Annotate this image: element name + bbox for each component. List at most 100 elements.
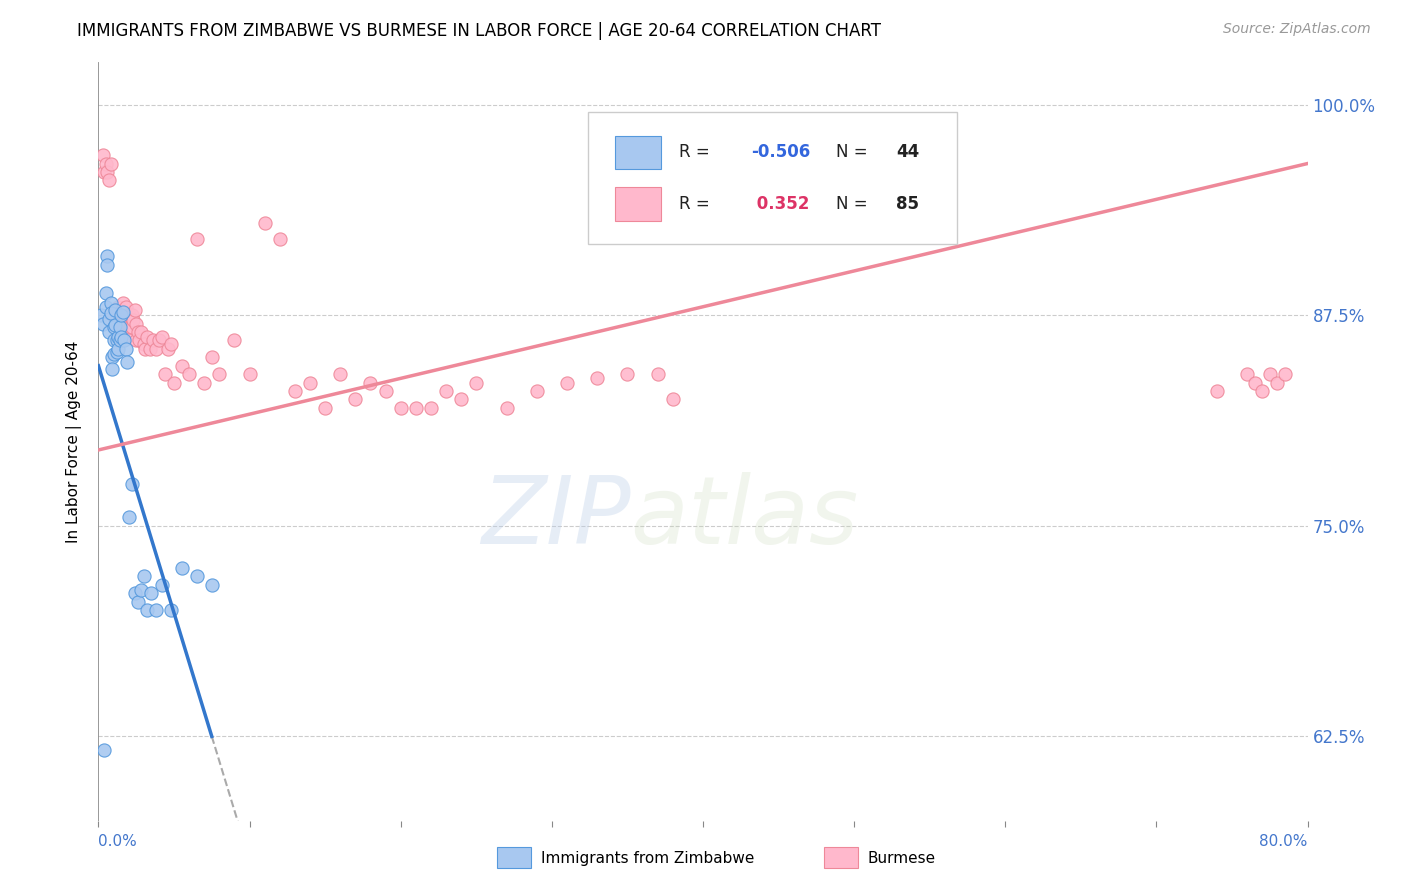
Point (118, 308, 141, 322)
Point (108, 334, 131, 348)
Point (253, 215, 276, 229)
Point (1243, 376, 1265, 390)
Point (103, 303, 125, 318)
Point (153, 367, 176, 381)
Point (115, 355, 138, 369)
Text: N =: N = (837, 195, 873, 213)
Point (163, 376, 186, 390)
Point (94, 300, 117, 314)
Point (96, 258, 118, 272)
Point (98, 311, 121, 326)
Point (284, 384, 307, 398)
Point (103, 317, 125, 331)
Point (389, 401, 412, 415)
Text: Source: ZipAtlas.com: Source: ZipAtlas.com (1223, 22, 1371, 37)
Point (179, 367, 201, 381)
Point (1274, 367, 1296, 381)
Point (110, 317, 132, 331)
Point (96, 249, 118, 263)
Point (329, 367, 352, 381)
Point (555, 376, 578, 390)
Point (100, 296, 122, 310)
Point (314, 401, 336, 415)
Text: N =: N = (837, 144, 873, 161)
Point (344, 392, 367, 407)
Point (148, 334, 170, 348)
Point (135, 603, 157, 617)
Point (107, 300, 129, 314)
Point (495, 401, 517, 415)
Y-axis label: In Labor Force | Age 20-64: In Labor Force | Age 20-64 (66, 341, 83, 542)
Point (208, 367, 231, 381)
Point (101, 308, 124, 322)
Point (105, 334, 128, 348)
Point (104, 320, 127, 334)
Text: R =: R = (679, 144, 714, 161)
Bar (614, 136, 661, 169)
Point (96, 165, 118, 179)
Bar (614, 187, 661, 220)
Point (103, 334, 125, 348)
Text: -0.506: -0.506 (751, 144, 811, 161)
Point (160, 603, 183, 617)
Point (114, 308, 136, 322)
Point (91, 148, 114, 162)
Point (150, 330, 173, 344)
Text: R =: R = (679, 195, 714, 213)
Point (90, 308, 112, 322)
Bar (498, 847, 531, 869)
Point (1267, 376, 1289, 390)
Point (374, 384, 396, 398)
Text: IMMIGRANTS FROM ZIMBABWE VS BURMESE IN LABOR FORCE | AGE 20-64 CORRELATION CHART: IMMIGRANTS FROM ZIMBABWE VS BURMESE IN L… (77, 22, 882, 40)
Point (299, 376, 322, 390)
Point (129, 325, 152, 339)
Bar (824, 847, 858, 869)
Point (1236, 367, 1258, 381)
Point (107, 342, 129, 356)
Point (105, 317, 128, 331)
Text: 0.352: 0.352 (751, 195, 810, 213)
Point (98, 173, 121, 187)
Point (114, 300, 136, 314)
Point (141, 586, 163, 600)
Point (124, 586, 146, 600)
Point (93, 743, 115, 757)
Point (110, 308, 132, 322)
Point (124, 303, 146, 318)
Point (150, 578, 173, 592)
Point (103, 347, 125, 361)
Point (156, 342, 179, 356)
Text: Burmese: Burmese (868, 851, 935, 866)
Point (121, 476, 143, 491)
Point (125, 317, 148, 331)
Point (224, 334, 246, 348)
Point (170, 359, 193, 373)
Point (128, 334, 150, 348)
Point (1206, 384, 1229, 398)
Point (132, 569, 155, 583)
Text: ZIP: ZIP (481, 472, 630, 563)
Point (112, 317, 135, 331)
Point (526, 384, 548, 398)
Point (114, 342, 136, 356)
Point (201, 578, 224, 592)
Point (105, 345, 128, 359)
Point (111, 305, 134, 319)
Point (465, 376, 488, 390)
Point (101, 362, 124, 376)
Point (111, 308, 134, 322)
Point (98, 325, 121, 339)
Point (420, 401, 443, 415)
Point (129, 582, 152, 597)
Point (145, 603, 167, 617)
Point (135, 330, 157, 344)
Point (586, 370, 609, 384)
FancyBboxPatch shape (588, 112, 957, 244)
Point (121, 308, 143, 322)
Text: 80.0%: 80.0% (1260, 834, 1308, 849)
Point (139, 342, 162, 356)
Point (93, 165, 115, 179)
Point (434, 384, 457, 398)
Point (239, 367, 262, 381)
Point (94, 156, 117, 170)
